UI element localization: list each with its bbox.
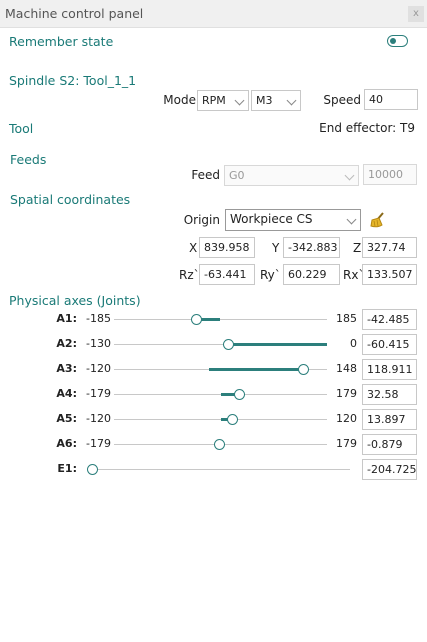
direction-value: M3 bbox=[256, 94, 273, 107]
ry-input[interactable]: 60.229 bbox=[283, 264, 340, 285]
rx-input[interactable]: 133.507 bbox=[362, 264, 417, 285]
chevron-down-icon bbox=[346, 214, 357, 225]
slider-thumb[interactable] bbox=[214, 438, 226, 450]
y-input[interactable]: -342.883 bbox=[283, 237, 340, 258]
spatial-header: Spatial coordinates bbox=[10, 192, 131, 207]
axis-row: A4: -179 179 32.58 bbox=[0, 384, 427, 405]
x-label: X bbox=[189, 241, 198, 255]
axis-max-label: 148 bbox=[336, 362, 357, 375]
chevron-down-icon bbox=[286, 95, 297, 106]
axis-value-input[interactable]: -60.415 bbox=[362, 334, 417, 355]
axis-value-input[interactable]: 13.897 bbox=[362, 409, 417, 430]
feed-select[interactable]: G0 bbox=[224, 165, 359, 186]
remember-state-label: Remember state bbox=[9, 34, 114, 49]
axis-max-label: 120 bbox=[336, 412, 357, 425]
y-label: Y bbox=[272, 241, 280, 255]
rx-label: Rx` bbox=[343, 268, 365, 282]
axis-max-label: 0 bbox=[350, 337, 357, 350]
axis-min-label: -120 bbox=[86, 412, 111, 425]
axis-label: A2: bbox=[56, 337, 77, 350]
tool-header: Tool bbox=[9, 121, 34, 136]
rz-label: Rz` bbox=[179, 268, 200, 282]
slider-track[interactable] bbox=[114, 319, 327, 320]
chevron-down-icon bbox=[234, 95, 245, 106]
slider-thumb[interactable] bbox=[86, 463, 98, 475]
direction-select[interactable]: M3 bbox=[251, 90, 301, 111]
axis-label: A1: bbox=[56, 312, 77, 325]
axis-row: A5: -120 120 13.897 bbox=[0, 409, 427, 430]
ry-label: Ry` bbox=[260, 268, 281, 282]
axis-min-label: -120 bbox=[86, 362, 111, 375]
speed-label: Speed bbox=[323, 93, 361, 107]
broom-icon[interactable] bbox=[368, 210, 388, 230]
window-title: Machine control panel bbox=[5, 6, 144, 21]
axis-label: A5: bbox=[56, 412, 77, 425]
feed-label: Feed bbox=[191, 168, 220, 182]
feeds-header: Feeds bbox=[10, 152, 47, 167]
axis-value-input[interactable]: 118.911 bbox=[362, 359, 417, 380]
z-input[interactable]: 327.74 bbox=[362, 237, 417, 258]
slider-fill bbox=[209, 368, 304, 371]
slider-fill bbox=[220, 393, 240, 396]
title-bar: Machine control panel x bbox=[0, 0, 427, 28]
axis-row: A1: -185 185 -42.485 bbox=[0, 309, 427, 330]
feed-value: G0 bbox=[229, 169, 245, 182]
origin-select[interactable]: Workpiece CS bbox=[225, 209, 361, 231]
axis-label: A3: bbox=[56, 362, 77, 375]
axis-row: E1: -204.725 bbox=[0, 459, 427, 480]
mode-value: RPM bbox=[202, 94, 226, 107]
chevron-down-icon bbox=[344, 170, 355, 181]
axis-value-input[interactable]: -42.485 bbox=[362, 309, 417, 330]
axis-min-label: -130 bbox=[86, 337, 111, 350]
slider-thumb[interactable] bbox=[222, 338, 234, 350]
axis-max-label: 179 bbox=[336, 387, 357, 400]
axis-label: E1: bbox=[57, 462, 77, 475]
toggle-knob bbox=[389, 37, 396, 44]
x-input[interactable]: 839.958 bbox=[199, 237, 255, 258]
axis-value-input[interactable]: 32.58 bbox=[362, 384, 417, 405]
axis-min-label: -185 bbox=[86, 312, 111, 325]
axis-row: A2: -130 0 -60.415 bbox=[0, 334, 427, 355]
axis-value-input[interactable]: -0.879 bbox=[362, 434, 417, 455]
axis-max-label: 179 bbox=[336, 437, 357, 450]
axis-max-label: 185 bbox=[336, 312, 357, 325]
speed-input[interactable]: 40 bbox=[364, 89, 418, 110]
axis-value-input[interactable]: -204.725 bbox=[362, 459, 417, 480]
tool-value: End effector: T9 bbox=[319, 121, 415, 135]
slider-thumb[interactable] bbox=[234, 388, 246, 400]
axis-row: A6: -179 179 -0.879 bbox=[0, 434, 427, 455]
rz-input[interactable]: -63.441 bbox=[199, 264, 255, 285]
axis-label: A4: bbox=[56, 387, 77, 400]
axis-min-label: -179 bbox=[86, 387, 111, 400]
axis-label: A6: bbox=[56, 437, 77, 450]
origin-value: Workpiece CS bbox=[230, 212, 313, 226]
mode-select[interactable]: RPM bbox=[197, 90, 249, 111]
z-label: Z bbox=[353, 241, 362, 255]
slider-fill bbox=[220, 418, 233, 421]
slider-thumb[interactable] bbox=[190, 313, 202, 325]
remember-state-toggle[interactable] bbox=[387, 35, 408, 47]
axes-header: Physical axes (Joints) bbox=[9, 293, 141, 308]
origin-label: Origin bbox=[183, 213, 220, 227]
spindle-header: Spindle S2: Tool_1_1 bbox=[9, 73, 137, 88]
feed-rate-input[interactable]: 10000 bbox=[363, 164, 417, 185]
slider-thumb[interactable] bbox=[298, 363, 310, 375]
slider-fill bbox=[196, 318, 221, 321]
mode-label: Mode bbox=[163, 93, 196, 107]
close-icon[interactable]: x bbox=[408, 6, 424, 22]
slider-fill bbox=[228, 343, 327, 346]
axis-row: A3: -120 148 118.911 bbox=[0, 359, 427, 380]
slider-thumb[interactable] bbox=[227, 413, 239, 425]
slider-track[interactable] bbox=[114, 344, 327, 345]
axis-min-label: -179 bbox=[86, 437, 111, 450]
slider-track[interactable] bbox=[92, 469, 350, 470]
